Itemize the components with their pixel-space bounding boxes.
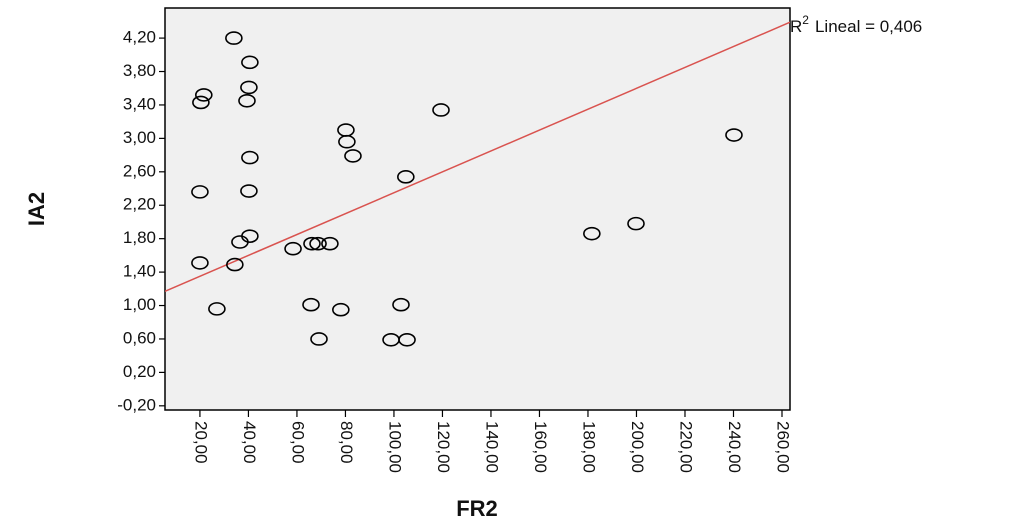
point bbox=[241, 150, 259, 165]
point bbox=[284, 241, 302, 256]
point bbox=[302, 297, 320, 312]
annotation-sup: 2 bbox=[802, 13, 809, 27]
y-tick-label: 3,80 bbox=[123, 61, 156, 80]
point bbox=[725, 128, 743, 142]
x-tick-label: 240,00 bbox=[725, 421, 744, 473]
annotation-text: Lineal = 0,406 bbox=[815, 17, 922, 36]
y-tick-label: 1,00 bbox=[123, 295, 156, 314]
y-tick-label: 0,60 bbox=[123, 328, 156, 347]
annotation-base: R bbox=[790, 17, 802, 36]
point bbox=[195, 88, 213, 102]
y-axis-label: IA2 bbox=[24, 192, 49, 226]
point bbox=[321, 236, 339, 251]
point bbox=[397, 170, 415, 184]
point bbox=[398, 332, 416, 347]
y-tick-label: 2,60 bbox=[123, 161, 156, 180]
y-tick-label: 1,40 bbox=[123, 262, 156, 281]
point bbox=[240, 80, 258, 95]
x-tick-label: 100,00 bbox=[385, 421, 404, 473]
x-tick-label: 60,00 bbox=[288, 421, 307, 464]
x-axis-label: FR2 bbox=[456, 496, 498, 521]
y-tick-label: 0,20 bbox=[123, 362, 156, 381]
point bbox=[310, 332, 328, 346]
point bbox=[241, 55, 259, 70]
x-tick-label: 220,00 bbox=[677, 421, 696, 473]
y-tick-label: 2,20 bbox=[123, 195, 156, 214]
x-tick-label: 20,00 bbox=[191, 421, 210, 464]
point bbox=[309, 236, 327, 251]
point bbox=[240, 184, 258, 198]
point bbox=[238, 93, 256, 108]
x-tick-label: 140,00 bbox=[482, 421, 501, 473]
x-tick-label: 260,00 bbox=[774, 421, 793, 473]
point bbox=[432, 103, 450, 117]
point bbox=[583, 226, 601, 241]
y-tick-label: 1,80 bbox=[123, 228, 156, 247]
point bbox=[344, 149, 362, 163]
x-tick-label: 180,00 bbox=[579, 421, 598, 473]
y-tick-label: 4,20 bbox=[123, 28, 156, 47]
point bbox=[191, 185, 209, 199]
x-tick-label: 160,00 bbox=[531, 421, 550, 473]
x-tick-label: 200,00 bbox=[628, 421, 647, 473]
point bbox=[392, 297, 410, 312]
point bbox=[332, 302, 350, 317]
point bbox=[208, 302, 226, 316]
point bbox=[192, 95, 210, 110]
point bbox=[627, 216, 645, 231]
plot-area bbox=[164, 7, 791, 411]
y-tick-label: 3,00 bbox=[123, 128, 156, 147]
y-tick-label: 3,40 bbox=[123, 94, 156, 113]
annotation: R2 Lineal = 0,406 bbox=[790, 13, 922, 36]
x-tick-label: 40,00 bbox=[240, 421, 259, 464]
point bbox=[226, 257, 244, 272]
y-tick-label: -0,20 bbox=[117, 395, 156, 414]
point bbox=[338, 134, 356, 149]
point bbox=[231, 235, 249, 249]
point bbox=[191, 256, 209, 270]
point bbox=[225, 31, 243, 45]
x-tick-label: 80,00 bbox=[337, 421, 356, 464]
fit-line bbox=[165, 21, 790, 293]
x-tick-label: 120,00 bbox=[434, 421, 453, 473]
point bbox=[303, 236, 321, 251]
